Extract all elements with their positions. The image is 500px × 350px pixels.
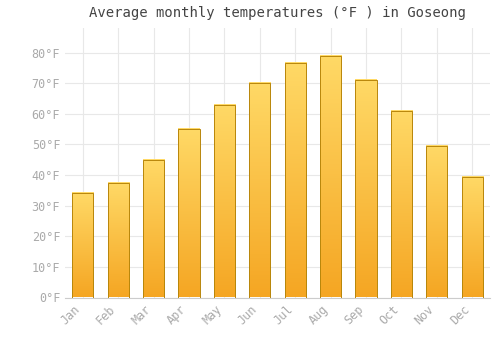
Bar [249, 83, 270, 298]
Title: Average monthly temperatures (°F ) in Goseong: Average monthly temperatures (°F ) in Go… [89, 6, 466, 20]
Bar [108, 183, 129, 298]
Bar [284, 63, 306, 298]
Bar [143, 160, 164, 298]
Bar [72, 193, 94, 298]
Bar [178, 129, 200, 298]
Bar [426, 146, 448, 298]
Bar [320, 56, 341, 298]
Bar [356, 80, 376, 298]
Bar [391, 111, 412, 298]
Bar [214, 105, 235, 297]
Bar [462, 176, 483, 298]
